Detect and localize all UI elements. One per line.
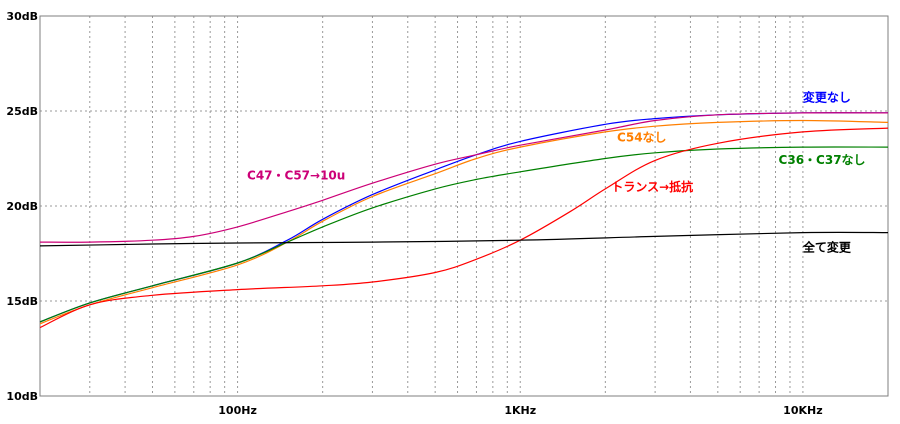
series-label-1: C54なし xyxy=(617,130,667,144)
y-tick-label: 25dB xyxy=(6,105,38,118)
series-label-2: C36・C37なし xyxy=(779,153,866,167)
series-label-5: 全て変更 xyxy=(802,240,852,255)
plot-frame xyxy=(39,15,889,397)
series-label-0: 変更なし xyxy=(803,90,851,105)
y-tick-label: 30dB xyxy=(6,10,38,23)
series-line-1 xyxy=(39,119,889,325)
series-line-3 xyxy=(39,127,889,329)
series-line-4 xyxy=(39,112,889,243)
x-tick-label: 100Hz xyxy=(218,404,257,417)
y-tick-label: 15dB xyxy=(6,295,38,308)
series-line-5 xyxy=(39,231,889,247)
grid xyxy=(40,16,888,396)
x-tick-label: 10KHz xyxy=(783,404,822,417)
series-line-2 xyxy=(39,146,889,323)
series-group xyxy=(39,112,889,329)
tick-labels: 10dB 15dB 20dB 25dB 30dB 100Hz 1KHz 10KHz xyxy=(6,10,822,417)
series-label-4: C47・C57→10u xyxy=(247,168,345,182)
y-tick-label: 10dB xyxy=(6,390,38,403)
x-tick-label: 1KHz xyxy=(504,404,536,417)
series-label-3: トランス→抵抗 xyxy=(611,179,693,194)
series-line-0 xyxy=(39,112,889,323)
y-tick-label: 20dB xyxy=(6,200,38,213)
